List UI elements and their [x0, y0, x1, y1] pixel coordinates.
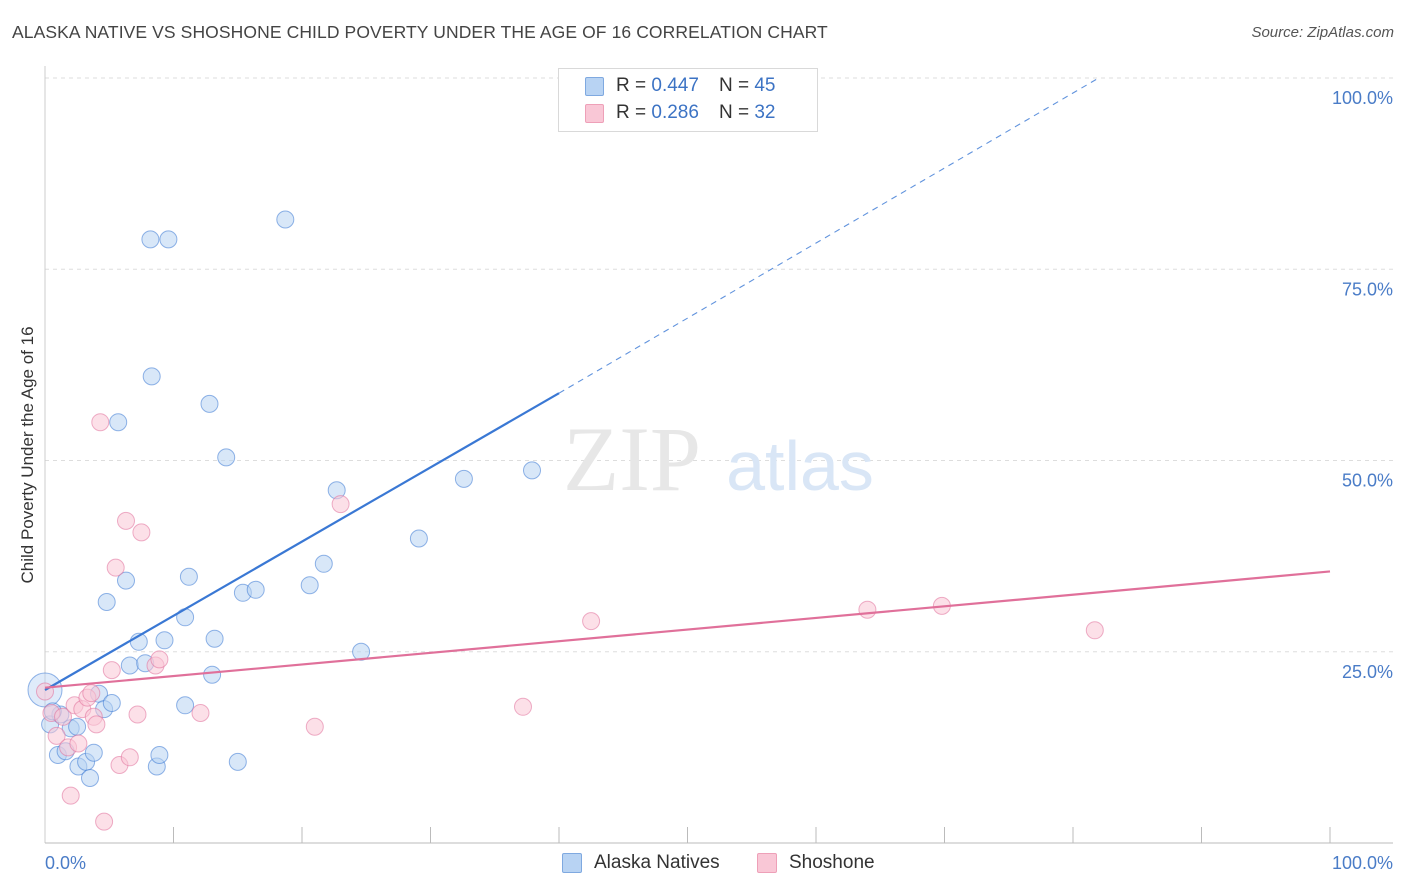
stats-legend: R = 0.447 N = 45 R = 0.286 N = 32: [558, 68, 818, 132]
grid-layer: [45, 77, 1393, 653]
alaska-point: [409, 529, 428, 548]
alaska-point: [523, 461, 541, 480]
alaska-point: [276, 210, 295, 229]
legend-n-value-shoshone: 32: [754, 102, 776, 123]
y-tick-label: 25.0%: [1342, 662, 1393, 682]
alaska-point: [81, 769, 99, 787]
watermark: ZIP atlas: [563, 408, 874, 510]
trend-layer: [44, 77, 1331, 691]
axis-layer: [44, 66, 1393, 844]
shoshone-point: [91, 413, 110, 432]
chart-source: Source: ZipAtlas.com: [1251, 24, 1394, 41]
chart-title: ALASKA NATIVE VS SHOSHONE CHILD POVERTY …: [12, 22, 828, 42]
shoshone-point: [331, 495, 350, 514]
y-axis-title: Child Poverty Under the Age of 16: [18, 326, 37, 583]
alaska-point: [117, 571, 135, 590]
shoshone-trendline: [44, 570, 1331, 689]
legend-n-label: N =: [718, 102, 750, 123]
alaska-point: [228, 752, 247, 771]
shoshone-point: [102, 661, 121, 680]
legend-n-value-alaska: 45: [754, 75, 776, 96]
bottom-legend: Alaska Natives Shoshone: [0, 852, 1406, 878]
shoshone-point: [117, 511, 135, 530]
alaska-point: [142, 367, 161, 386]
alaska-point: [203, 665, 222, 684]
shoshone-point: [128, 705, 147, 724]
shoshone-point: [191, 704, 210, 722]
alaska-point: [150, 746, 169, 764]
y-tick-label: 100.0%: [1332, 88, 1393, 108]
shoshone-point: [54, 707, 72, 726]
bottom-legend-swatch-shoshone: [757, 853, 777, 873]
shoshone-point: [582, 612, 601, 631]
alaska-point: [155, 631, 174, 650]
shoshone-point: [69, 734, 88, 753]
alaska-point: [246, 580, 265, 599]
legend-r-value-alaska: 0.447: [651, 75, 699, 96]
shoshone-point: [1085, 621, 1104, 640]
shoshone-point: [87, 715, 106, 734]
legend-r-label: R =: [616, 102, 647, 123]
alaska-point: [120, 656, 139, 675]
bottom-legend-shoshone: Shoshone: [757, 852, 875, 874]
x-tick-label-min: 0.0%: [45, 853, 86, 873]
alaska-point: [159, 230, 178, 249]
y-tick-label: 75.0%: [1342, 279, 1393, 299]
shoshone-point: [120, 748, 139, 767]
label-layer: 25.0% 50.0% 75.0% 100.0% 0.0% 100.0% Child Pov…: [18, 88, 1393, 873]
alaska-point: [141, 230, 160, 249]
legend-row-shoshone: R = 0.286 N = 32: [585, 100, 775, 126]
bottom-legend-label-shoshone: Shoshone: [789, 852, 875, 873]
legend-swatch-alaska: [585, 76, 604, 96]
shoshone-point: [858, 600, 877, 619]
watermark-atlas: atlas: [726, 427, 874, 505]
alaska-point: [109, 413, 128, 432]
alaska-point: [102, 694, 121, 712]
legend-n-label: N =: [718, 75, 750, 96]
legend-swatch-shoshone: [585, 103, 604, 123]
y-tick-label: 50.0%: [1342, 471, 1393, 491]
shoshone-point: [106, 558, 125, 577]
point-layer: [27, 210, 1104, 831]
shoshone-point: [514, 697, 532, 716]
alaska-point: [84, 743, 103, 762]
legend-row-alaska: R = 0.447 N = 45: [585, 73, 775, 99]
alaska-point: [176, 696, 195, 715]
shoshone-point: [47, 726, 66, 745]
alaska-point: [314, 554, 333, 573]
shoshone-point: [305, 717, 324, 736]
legend-r-value-shoshone: 0.286: [651, 102, 699, 123]
shoshone-point: [132, 523, 151, 542]
alaska-point: [352, 642, 371, 661]
alaska-point: [217, 448, 236, 467]
alaska-point: [97, 593, 116, 611]
watermark-zip: ZIP: [563, 408, 701, 510]
alaska-trendline-extension: [558, 77, 1099, 394]
alaska-point: [200, 394, 219, 413]
bottom-legend-swatch-alaska: [562, 853, 582, 873]
shoshone-point: [150, 650, 169, 669]
alaska-point: [68, 717, 87, 736]
shoshone-point: [95, 812, 114, 831]
x-tick-label-max: 100.0%: [1332, 853, 1393, 873]
legend-r-label: R =: [616, 75, 647, 96]
bottom-legend-label-alaska: Alaska Natives: [594, 852, 720, 873]
alaska-point: [454, 469, 473, 488]
alaska-point: [205, 629, 224, 648]
shoshone-point: [82, 684, 101, 703]
alaska-trendline: [44, 392, 560, 691]
alaska-point: [179, 567, 198, 586]
shoshone-point: [61, 786, 80, 805]
bottom-legend-alaska: Alaska Natives: [562, 852, 720, 874]
alaska-point: [300, 576, 319, 595]
